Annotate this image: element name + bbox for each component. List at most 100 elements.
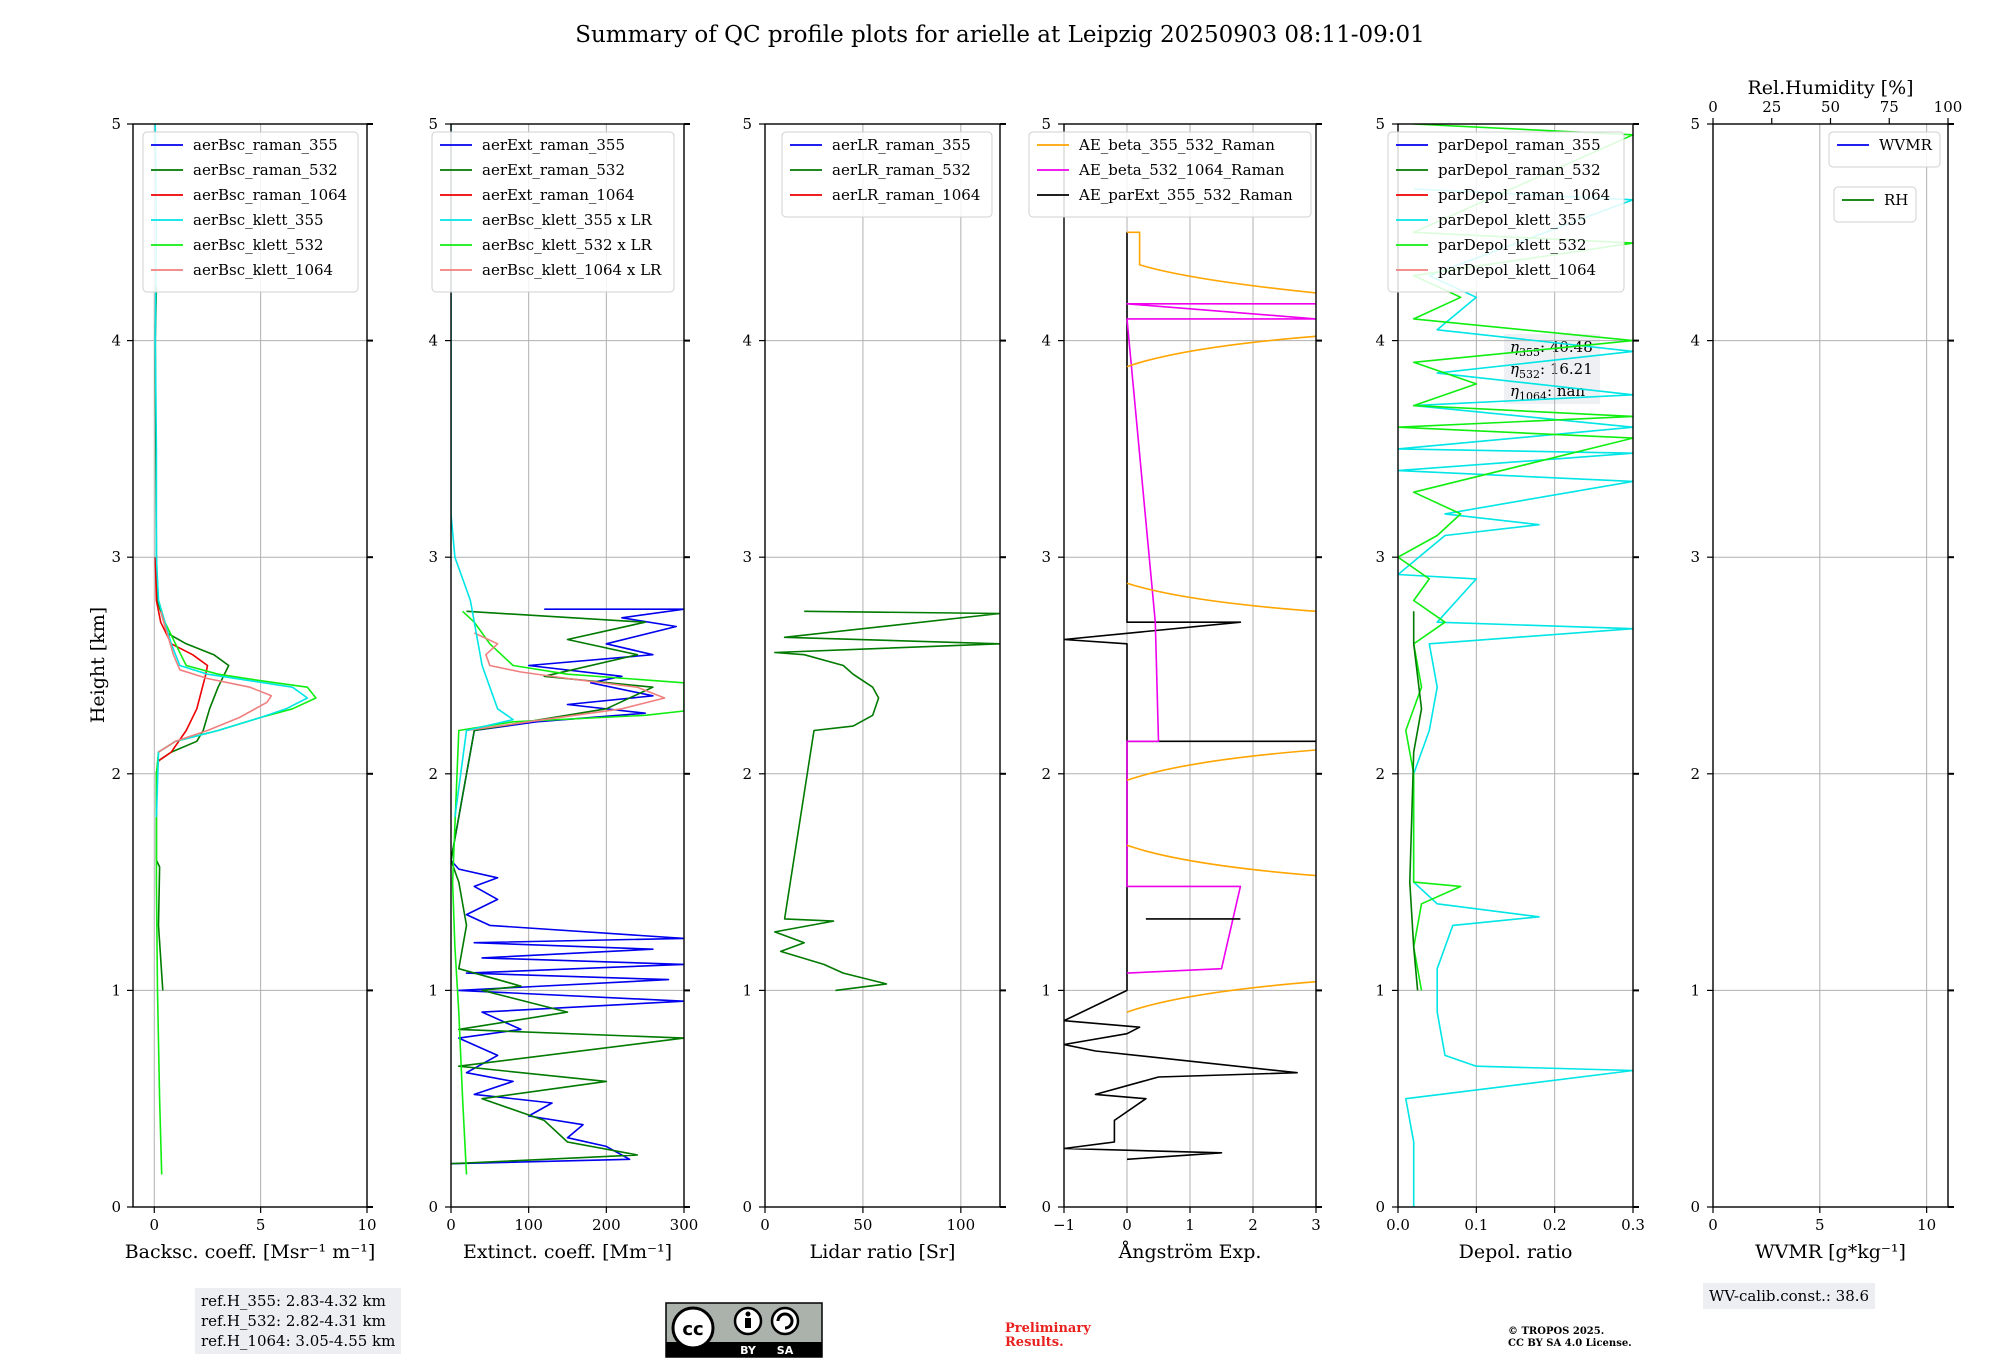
x-tick-label: 0 [1122, 1216, 1132, 1234]
x2-tick-label: 25 [1762, 98, 1781, 116]
ref-height-1064: ref.H_1064: 3.05-4.55 km [201, 1332, 396, 1350]
series-AE_beta_532_1064_Raman [1126, 303, 1316, 974]
y-tick-label: 3 [111, 548, 121, 566]
y-tick-label: 3 [742, 548, 752, 566]
x-tick-label: 0.1 [1464, 1216, 1488, 1234]
series-aerBsc_klett_355 x LR [451, 124, 514, 818]
legend-frame [1828, 131, 1941, 168]
legend-label: aerExt_raman_1064 [482, 186, 635, 204]
x-tick-label: 0 [760, 1216, 770, 1234]
legend-label: aerBsc_klett_1064 x LR [482, 261, 662, 279]
series-parDepol_klett_532 [1398, 124, 1633, 991]
legend-label: aerExt_raman_355 [482, 136, 625, 154]
cc-by-sa-license-badge: cc BY SA [665, 1302, 823, 1358]
series-AE_parExt_355_532_Raman [1064, 232, 1316, 1161]
legend-label: parDepol_raman_532 [1438, 161, 1601, 179]
y-tick-label: 1 [428, 981, 438, 999]
legend-frame [142, 131, 359, 293]
series-aerBsc_klett_355 [154, 124, 309, 818]
x-axis-label: Extinct. coeff. [Mm⁻¹] [463, 1241, 672, 1263]
x-tick-label: −1 [1053, 1216, 1075, 1234]
legend-label: parDepol_raman_355 [1438, 136, 1601, 154]
series-parDepol_raman_532 [1409, 611, 1423, 991]
badge-by-label: BY [740, 1344, 757, 1357]
y-tick-label: 5 [428, 115, 438, 133]
x-axis-label: Backsc. coeff. [Msr⁻¹ m⁻¹] [125, 1241, 376, 1263]
x-axis-label: Depol. ratio [1459, 1241, 1573, 1263]
y-tick-label: 4 [1690, 332, 1700, 350]
x-tick-label: 10 [357, 1216, 376, 1234]
series-AE_beta_355_532_Raman [1126, 980, 1316, 1013]
x-tick-label: 0 [446, 1216, 456, 1234]
copyright-note: © TROPOS 2025. CC BY SA 4.0 License. [1508, 1326, 1632, 1350]
legend-ae: AE_beta_355_532_Raman AE_beta_532_1064_Ra… [1028, 131, 1312, 218]
x-tick-label: 2 [1248, 1216, 1258, 1234]
y-tick-label: 3 [1041, 548, 1051, 566]
y-tick-label: 0 [742, 1198, 752, 1216]
ref-height-532: ref.H_532: 2.82-4.31 km [201, 1312, 386, 1330]
y-tick-label: 3 [428, 548, 438, 566]
sa-share-icon [770, 1306, 800, 1336]
x-tick-label: 3 [1311, 1216, 1321, 1234]
legend-label: WVMR [1879, 136, 1933, 154]
legend-label: aerBsc_raman_532 [193, 161, 338, 179]
x-tick-label: 10 [1917, 1216, 1936, 1234]
legend-frame [1833, 186, 1917, 223]
series-aerBsc_klett_1064 x LR [466, 632, 666, 732]
legend-label: AE_beta_532_1064_Raman [1078, 161, 1285, 179]
legend-label: parDepol_klett_532 [1438, 236, 1587, 254]
y-tick-label: 2 [1690, 765, 1700, 783]
legend-lr: aerLR_raman_355 aerLR_raman_532 aerLR_rama… [781, 131, 993, 218]
series-group [1064, 231, 1316, 1161]
x2-tick-label: 0 [1708, 98, 1718, 116]
svg-text:cc: cc [682, 1319, 703, 1340]
y-tick-label: 1 [1375, 981, 1385, 999]
y-tick-label: 4 [742, 332, 752, 350]
legend-label: aerBsc_raman_355 [193, 136, 338, 154]
legend-frame [431, 131, 675, 293]
y-tick-label: 5 [1690, 115, 1700, 133]
legend-frame [1387, 131, 1625, 293]
y-tick-label: 1 [111, 981, 121, 999]
series-group [451, 124, 684, 1175]
series-AE_beta_355_532_Raman [1126, 582, 1316, 613]
series-aerBsc_raman_532 [154, 286, 230, 991]
series-aerBsc_klett_1064 [158, 611, 273, 753]
axes-frame [450, 123, 685, 1208]
legend-label: AE_beta_355_532_Raman [1078, 136, 1275, 154]
x-tick-label: 50 [853, 1216, 872, 1234]
legend-label: aerLR_raman_1064 [832, 186, 980, 204]
legend-label: parDepol_klett_1064 [1438, 261, 1596, 279]
series-parDepol_klett_355 [1398, 188, 1633, 1207]
y-tick-label: 0 [111, 1198, 121, 1216]
x-tick-label: 0 [1708, 1216, 1718, 1234]
x-tick-label: 0.3 [1621, 1216, 1645, 1234]
x2-tick-label: 50 [1821, 98, 1840, 116]
wv-calibration-box: WV-calib.const.: 38.6 [1703, 1283, 1876, 1309]
figure-title: Summary of QC profile plots for arielle … [575, 22, 1425, 48]
legend-label: aerBsc_raman_1064 [193, 186, 347, 204]
preliminary-line-2: Results. [1005, 1335, 1064, 1350]
legend-bsc: aerBsc_raman_355 aerBsc_raman_532 aerBsc_r… [142, 131, 359, 293]
y-tick-label: 2 [1041, 765, 1051, 783]
x2-tick-label: 75 [1880, 98, 1899, 116]
y-tick-label: 5 [111, 115, 121, 133]
ref-height-355: ref.H_355: 2.83-4.32 km [201, 1292, 386, 1310]
series-AE_beta_355_532_Raman [1126, 335, 1316, 368]
y-tick-label: 0 [1375, 1198, 1385, 1216]
y-tick-label: 2 [428, 765, 438, 783]
y-tick-label: 4 [428, 332, 438, 350]
y-tick-label: 2 [1375, 765, 1385, 783]
x-tick-label: 0 [149, 1216, 159, 1234]
axes-frame [1712, 123, 1949, 1208]
legend-label: aerExt_raman_532 [482, 161, 625, 179]
badge-sa-label: SA [777, 1344, 794, 1357]
x-tick-label: 5 [256, 1216, 266, 1234]
y-tick-label: 5 [1041, 115, 1051, 133]
x2-axis-label: Rel.Humidity [%] [1747, 77, 1913, 99]
axes-frame [764, 123, 1001, 1208]
y-tick-label: 1 [1041, 981, 1051, 999]
panel-depol: 0.0 0.1 0.2 0.3 0 1 2 3 4 5 Depol. ratio [1375, 115, 1644, 1263]
